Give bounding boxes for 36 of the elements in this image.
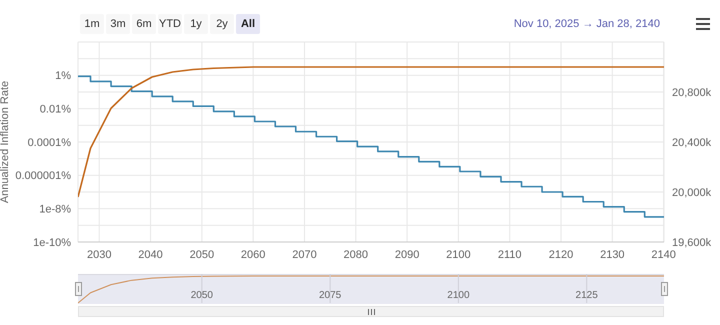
x-tick-label: 2090	[394, 248, 420, 261]
y2-tick-label: 20,800k	[672, 86, 712, 99]
y-tick-label: 0.0001%	[28, 136, 72, 149]
x-tick-label: 2080	[344, 248, 368, 261]
y2-tick-label: 20,000k	[672, 186, 712, 199]
line-series	[78, 66, 664, 198]
x-tick-label: 2070	[292, 248, 317, 261]
text: Nov 10, 2025 → Jan 28, 2140	[514, 17, 660, 32]
y-tick-label: 1%	[55, 70, 72, 82]
y-tick-label: 1e-10%	[33, 236, 72, 249]
text: 1m	[80, 14, 104, 34]
text: YTD	[158, 14, 182, 34]
x-tick-label: 2130	[600, 248, 625, 261]
text: 1y	[184, 14, 208, 34]
x-tick-label: 2060	[240, 248, 266, 261]
text: 3m	[106, 14, 130, 34]
x-tick-label: 2040	[138, 248, 163, 261]
x-tick-label: 2030	[87, 248, 112, 261]
text: 6m	[132, 14, 156, 34]
y-axis-title: Annualized Inflation Rate	[0, 80, 11, 204]
text: 2y	[210, 14, 234, 34]
x-tick-label: 2140	[651, 248, 676, 261]
x-tick-label: 2100	[447, 290, 470, 301]
text: All	[236, 14, 260, 34]
x-tick-label: 2120	[548, 248, 574, 261]
x-tick-label: 2110	[498, 248, 522, 261]
x-tick-label: 2075	[319, 290, 342, 301]
x-tick-label: 2125	[576, 290, 598, 301]
y-tick-label: 1e-8%	[39, 204, 72, 216]
y-tick-label: 0.01%	[40, 104, 72, 116]
y-tick-label: 0.000001%	[15, 170, 72, 182]
y2-tick-label: 20,400k	[672, 136, 712, 149]
y2-tick-label: 19,600k	[672, 236, 712, 249]
x-tick-label: 2100	[446, 248, 471, 261]
x-tick-label: 2050	[190, 290, 214, 301]
x-tick-label: 2050	[190, 248, 214, 261]
